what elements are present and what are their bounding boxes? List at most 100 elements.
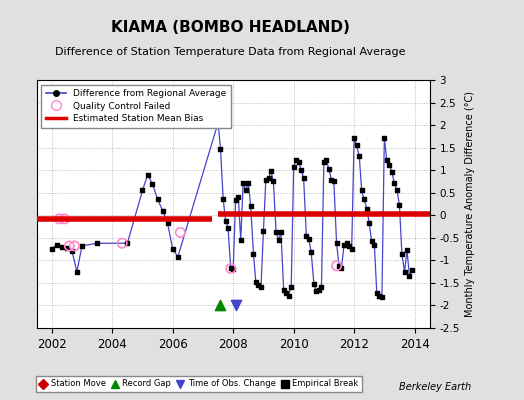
Point: [370, 241, 378, 248]
Point: [78, 243, 86, 249]
Point: [216, 145, 225, 152]
Point: [73, 268, 81, 275]
Point: [332, 262, 341, 269]
Point: [320, 159, 328, 165]
Point: [267, 168, 275, 174]
Point: [254, 282, 263, 288]
Point: [261, 177, 270, 183]
Legend: Station Move, Record Gap, Time of Obs. Change, Empirical Break: Station Move, Record Gap, Time of Obs. C…: [36, 376, 362, 392]
Point: [342, 240, 351, 246]
Point: [249, 250, 258, 257]
Point: [317, 283, 325, 290]
Point: [367, 238, 376, 245]
Point: [405, 273, 413, 279]
Point: [330, 178, 338, 185]
Point: [285, 292, 293, 299]
Point: [378, 294, 386, 300]
Point: [138, 187, 147, 194]
Point: [226, 265, 235, 272]
Point: [163, 220, 172, 226]
Point: [380, 134, 388, 141]
Point: [232, 197, 240, 204]
Point: [275, 237, 283, 243]
Point: [310, 281, 318, 287]
Point: [289, 163, 298, 170]
Point: [173, 254, 182, 260]
Point: [355, 152, 364, 159]
Point: [395, 202, 403, 208]
Point: [264, 175, 272, 182]
Text: Berkeley Earth: Berkeley Earth: [399, 382, 472, 392]
Point: [214, 120, 222, 126]
Text: KIAMA (BOMBO HEADLAND): KIAMA (BOMBO HEADLAND): [111, 20, 350, 36]
Point: [302, 232, 311, 239]
Point: [363, 205, 371, 212]
Point: [325, 166, 333, 172]
Point: [169, 246, 177, 252]
Point: [252, 279, 260, 285]
Point: [398, 250, 406, 257]
Point: [335, 262, 343, 269]
Point: [55, 216, 63, 222]
Point: [350, 134, 358, 141]
Point: [224, 225, 232, 231]
Point: [375, 292, 384, 299]
Point: [118, 240, 126, 246]
Point: [176, 229, 184, 236]
Y-axis label: Monthly Temperature Anomaly Difference (°C): Monthly Temperature Anomaly Difference (…: [465, 91, 475, 317]
Point: [357, 187, 366, 194]
Point: [282, 290, 290, 296]
Point: [385, 162, 394, 168]
Point: [226, 265, 235, 272]
Point: [53, 241, 61, 248]
Point: [312, 288, 321, 294]
Point: [259, 228, 268, 234]
Point: [294, 159, 303, 165]
Point: [360, 196, 368, 203]
Point: [222, 218, 230, 224]
Point: [148, 180, 157, 187]
Point: [65, 243, 73, 249]
Point: [373, 290, 381, 296]
Point: [292, 157, 300, 164]
Point: [68, 248, 76, 254]
Point: [144, 172, 152, 178]
Point: [345, 243, 353, 249]
Point: [340, 241, 348, 248]
Point: [244, 180, 253, 186]
Point: [393, 187, 401, 194]
Point: [390, 180, 398, 186]
Point: [234, 194, 243, 200]
Point: [287, 283, 296, 290]
Point: [388, 169, 396, 176]
Point: [229, 266, 237, 272]
Point: [322, 157, 331, 164]
Point: [272, 229, 280, 236]
Point: [408, 267, 417, 274]
Point: [269, 178, 278, 185]
Point: [277, 229, 285, 236]
Point: [154, 196, 162, 203]
Point: [328, 177, 336, 183]
Point: [159, 208, 167, 214]
Point: [400, 268, 409, 275]
Point: [93, 240, 101, 246]
Point: [365, 220, 374, 226]
Point: [246, 203, 255, 210]
Point: [383, 157, 391, 164]
Point: [123, 240, 132, 246]
Point: [219, 196, 227, 203]
Point: [403, 247, 411, 254]
Point: [337, 265, 346, 272]
Point: [232, 302, 240, 309]
Point: [48, 246, 56, 252]
Point: [352, 142, 361, 148]
Point: [242, 187, 250, 194]
Point: [60, 216, 69, 222]
Legend: Difference from Regional Average, Quality Control Failed, Estimated Station Mean: Difference from Regional Average, Qualit…: [41, 84, 231, 128]
Point: [307, 249, 315, 256]
Point: [297, 167, 305, 173]
Point: [332, 240, 341, 246]
Point: [299, 175, 308, 182]
Point: [58, 244, 66, 250]
